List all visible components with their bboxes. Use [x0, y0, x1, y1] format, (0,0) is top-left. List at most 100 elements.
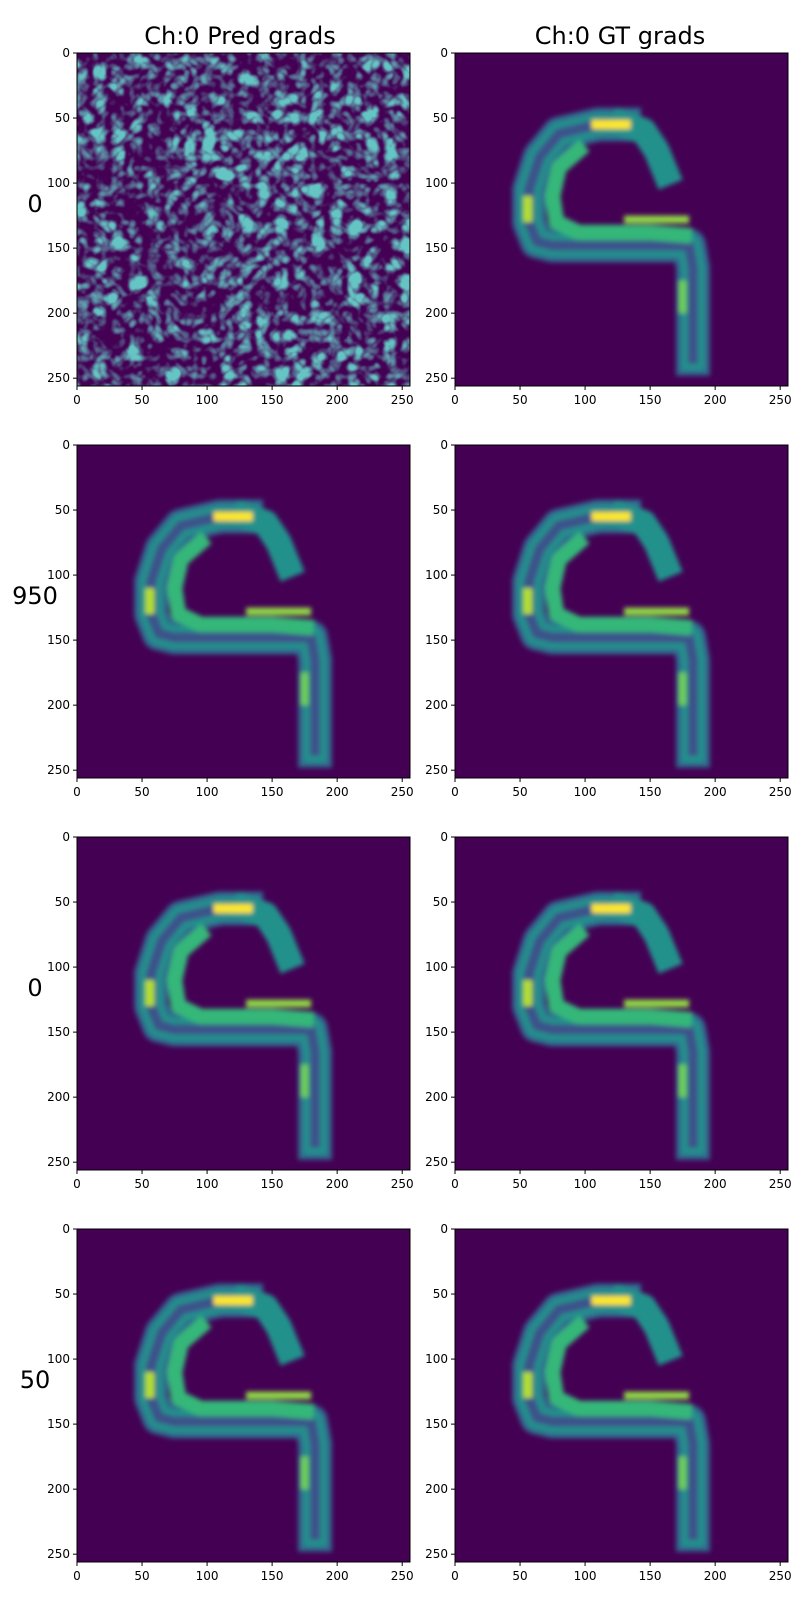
heatmap-image — [134, 891, 332, 1160]
y-tick-label: 150 — [47, 633, 70, 647]
y-tick-label: 100 — [425, 960, 448, 974]
x-tick-label: 0 — [451, 785, 459, 799]
y-tick-label: 0 — [62, 830, 70, 844]
y-tick-label: 200 — [425, 1090, 448, 1104]
x-tick-label: 100 — [196, 393, 219, 407]
row-label-0: 0 — [27, 190, 42, 218]
x-tick-label: 100 — [574, 785, 597, 799]
y-tick-label: 50 — [55, 111, 70, 125]
x-tick-label: 100 — [196, 785, 219, 799]
row-label-1: 950 — [12, 582, 58, 610]
x-tick-label: 200 — [326, 785, 349, 799]
y-tick-label: 50 — [55, 1287, 70, 1301]
x-tick-label: 150 — [261, 1177, 284, 1191]
x-tick-label: 250 — [391, 1177, 414, 1191]
axes-frame — [76, 1228, 411, 1563]
y-tick-label: 250 — [425, 371, 448, 385]
x-tick-label: 0 — [451, 1569, 459, 1583]
y-tick-label: 250 — [47, 1155, 70, 1169]
y-tick-label: 0 — [440, 438, 448, 452]
x-tick-label: 200 — [704, 1177, 727, 1191]
y-tick-label: 100 — [425, 176, 448, 190]
y-tick-label: 200 — [47, 698, 70, 712]
glyph-stroke — [544, 1315, 693, 1420]
axes-frame — [76, 444, 411, 779]
heatmap-image — [134, 1283, 332, 1552]
x-tick-label: 150 — [261, 785, 284, 799]
x-tick-label: 50 — [512, 785, 527, 799]
y-tick-label: 0 — [440, 1222, 448, 1236]
y-tick-label: 150 — [47, 241, 70, 255]
glyph-stroke — [544, 139, 693, 244]
row-label-2: 0 — [27, 974, 42, 1002]
glyph-strokes — [512, 1283, 710, 1552]
x-tick-label: 0 — [73, 785, 81, 799]
glyph-stroke — [607, 500, 683, 582]
x-tick-label: 250 — [769, 1569, 792, 1583]
y-tick-label: 250 — [425, 1155, 448, 1169]
x-tick-label: 100 — [196, 1177, 219, 1191]
heatmap-image — [512, 107, 710, 376]
y-tick-label: 50 — [433, 1287, 448, 1301]
x-tick-label: 0 — [73, 393, 81, 407]
noise-texture — [77, 53, 410, 386]
y-tick-label: 0 — [62, 438, 70, 452]
x-tick-label: 250 — [391, 1569, 414, 1583]
axes-frame — [454, 836, 789, 1171]
x-tick-label: 150 — [639, 1569, 662, 1583]
heatmap-background — [455, 445, 788, 778]
axes-frame — [454, 52, 789, 387]
glyph-stroke — [229, 500, 305, 582]
axes-frame — [76, 836, 411, 1171]
x-tick-label: 0 — [73, 1177, 81, 1191]
x-tick-label: 200 — [326, 1177, 349, 1191]
x-tick-label: 100 — [574, 1569, 597, 1583]
y-tick-label: 50 — [55, 503, 70, 517]
glyph-stroke — [166, 923, 315, 1028]
x-tick-label: 50 — [134, 1569, 149, 1583]
y-tick-label: 150 — [47, 1417, 70, 1431]
y-tick-label: 0 — [440, 46, 448, 60]
glyph-stroke — [166, 531, 315, 636]
axes-frame — [76, 52, 411, 387]
x-tick-label: 250 — [769, 393, 792, 407]
x-tick-label: 50 — [134, 785, 149, 799]
x-tick-label: 200 — [704, 785, 727, 799]
y-tick-label: 100 — [47, 1352, 70, 1366]
x-tick-label: 150 — [639, 1177, 662, 1191]
y-tick-label: 50 — [433, 895, 448, 909]
y-tick-label: 250 — [47, 371, 70, 385]
x-tick-label: 200 — [326, 1569, 349, 1583]
y-tick-label: 0 — [62, 46, 70, 60]
x-tick-label: 250 — [391, 785, 414, 799]
y-tick-label: 150 — [425, 1417, 448, 1431]
y-tick-label: 200 — [47, 306, 70, 320]
heatmap-background — [455, 837, 788, 1170]
x-tick-label: 0 — [73, 1569, 81, 1583]
glyph-strokes — [134, 499, 332, 768]
x-tick-label: 200 — [326, 393, 349, 407]
x-tick-label: 200 — [704, 1569, 727, 1583]
glyph-strokes — [512, 499, 710, 768]
y-tick-label: 250 — [47, 1547, 70, 1561]
x-tick-label: 100 — [574, 393, 597, 407]
y-tick-label: 150 — [425, 633, 448, 647]
glyph-strokes — [512, 107, 710, 376]
axes-frame — [454, 1228, 789, 1563]
axes-frame — [454, 444, 789, 779]
heatmap-image — [512, 1283, 710, 1552]
y-tick-label: 150 — [47, 1025, 70, 1039]
glyph-strokes — [134, 1283, 332, 1552]
x-tick-label: 50 — [134, 393, 149, 407]
heatmap-image — [77, 53, 410, 386]
x-tick-label: 50 — [134, 1177, 149, 1191]
x-tick-label: 100 — [196, 1569, 219, 1583]
glyph-stroke — [607, 1284, 683, 1366]
y-tick-label: 100 — [47, 960, 70, 974]
glyph-stroke — [544, 531, 693, 636]
